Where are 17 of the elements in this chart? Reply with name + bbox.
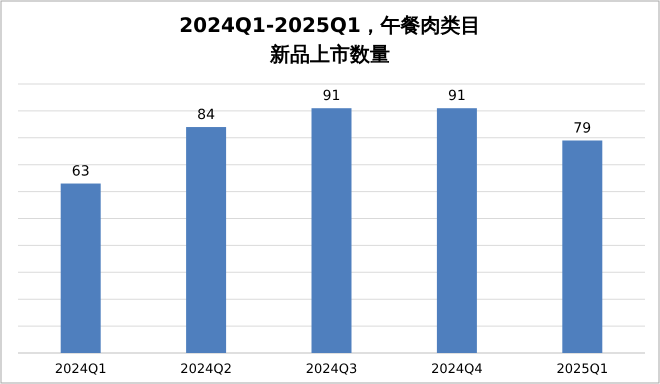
bar	[312, 108, 352, 353]
x-tick-label: 2025Q1	[556, 362, 608, 377]
x-tick-label: 2024Q3	[306, 362, 358, 377]
x-tick-label: 2024Q1	[54, 362, 106, 377]
bar	[186, 127, 226, 353]
data-label: 91	[322, 88, 340, 104]
bar	[562, 140, 602, 353]
data-label: 79	[573, 120, 592, 136]
bar	[436, 108, 477, 353]
bar	[60, 184, 101, 353]
data-label: 63	[72, 164, 90, 180]
x-tick-label: 2024Q4	[431, 362, 483, 377]
chart-title: 2024Q1-2025Q1，午餐肉类目	[179, 13, 481, 37]
data-label: 91	[448, 88, 466, 104]
data-label: 84	[197, 107, 216, 124]
chart-subtitle: 新品上市数量	[269, 42, 390, 66]
x-tick-label: 2024Q2	[180, 362, 232, 377]
